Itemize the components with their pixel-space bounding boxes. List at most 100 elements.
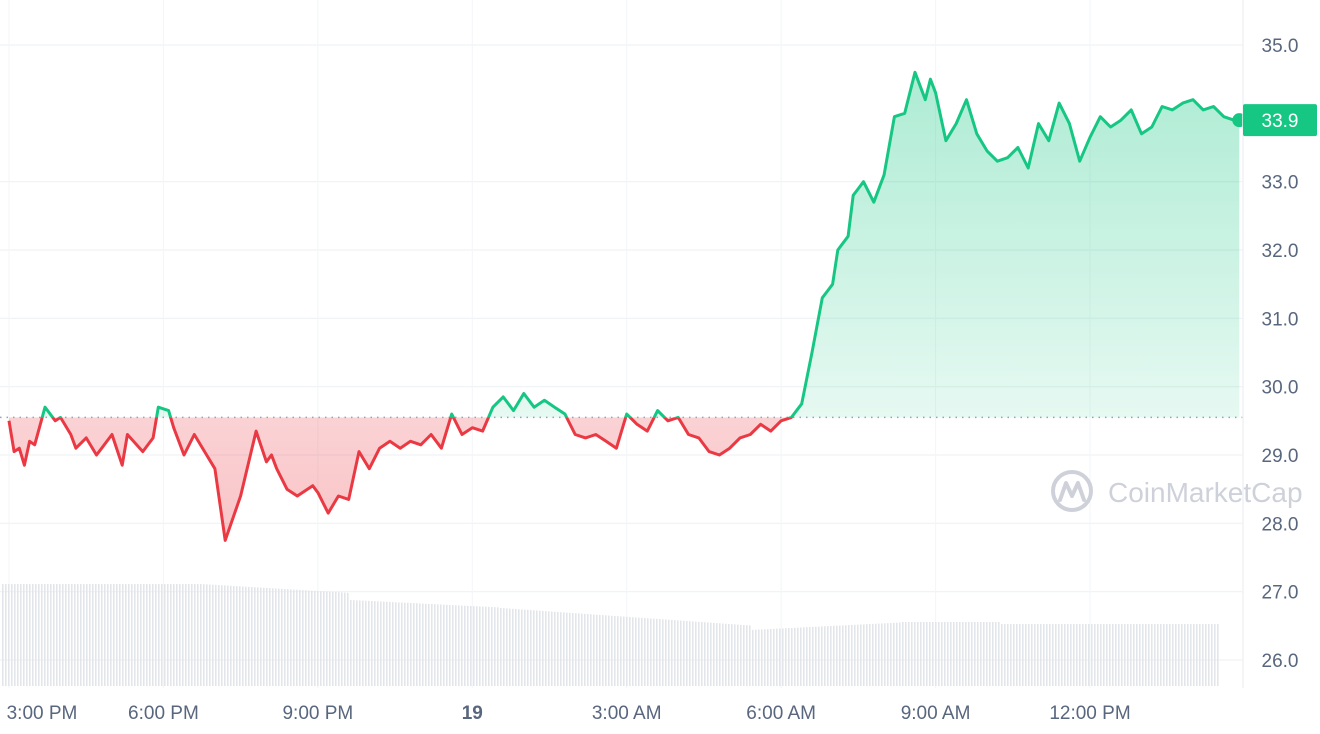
volume-bar xyxy=(1151,624,1153,686)
volume-bar xyxy=(191,584,193,686)
volume-bar xyxy=(590,614,592,686)
volume-bar xyxy=(149,584,151,686)
volume-bar xyxy=(1055,624,1057,686)
volume-bar xyxy=(1109,624,1111,686)
volume-bar xyxy=(971,622,973,686)
volume-bar xyxy=(1175,624,1177,686)
y-tick-label: 28.0 xyxy=(1262,514,1299,535)
volume-bar xyxy=(887,623,889,686)
volume-bar xyxy=(1187,624,1189,686)
volume-bar xyxy=(485,606,487,686)
volume-bar xyxy=(815,626,817,686)
volume-bar xyxy=(821,626,823,686)
volume-bar xyxy=(254,587,256,686)
volume-bar xyxy=(389,601,391,686)
volume-bar xyxy=(923,622,925,686)
volume-bar xyxy=(101,584,103,686)
volume-bar xyxy=(863,624,865,686)
volume-bar xyxy=(377,601,379,686)
volume-bar xyxy=(761,629,763,686)
volume-bar xyxy=(728,623,730,686)
volume-bar xyxy=(503,608,505,686)
volume-bar xyxy=(413,603,415,686)
volume-bar xyxy=(197,584,199,686)
volume-bar xyxy=(458,605,460,686)
volume-bar xyxy=(509,608,511,686)
volume-bar xyxy=(812,626,814,686)
volume-bar xyxy=(182,584,184,686)
volume-bar xyxy=(725,623,727,686)
volume-bar xyxy=(1133,624,1135,686)
volume-bar xyxy=(29,584,31,686)
volume-bar xyxy=(656,618,658,686)
volume-bar xyxy=(1097,624,1099,686)
volume-bar xyxy=(974,622,976,686)
x-tick-label: 12:00 PM xyxy=(1049,703,1130,724)
volume-bar xyxy=(860,624,862,686)
volume-bar xyxy=(890,623,892,686)
volume-bar xyxy=(539,610,541,686)
volume-bar xyxy=(479,606,481,686)
volume-bar xyxy=(278,588,280,686)
volume-bar xyxy=(452,605,454,686)
volume-bar xyxy=(1001,624,1003,686)
volume-bar xyxy=(1049,624,1051,686)
volume-bar xyxy=(53,584,55,686)
volume-bar xyxy=(140,584,142,686)
volume-bar xyxy=(167,584,169,686)
volume-bar xyxy=(920,622,922,686)
volume-bar xyxy=(1184,624,1186,686)
volume-bar xyxy=(59,584,61,686)
volume-bar xyxy=(884,623,886,686)
volume-bar xyxy=(365,600,367,686)
volume-bar xyxy=(1094,624,1096,686)
volume-bar xyxy=(608,615,610,686)
watermark: CoinMarketCap xyxy=(1051,470,1303,512)
volume-bar xyxy=(410,603,412,686)
volume-bar xyxy=(2,584,4,686)
volume-bar xyxy=(500,608,502,686)
volume-bar xyxy=(71,584,73,686)
volume-bar xyxy=(665,619,667,686)
volume-bar xyxy=(455,605,457,686)
volume-bar xyxy=(1034,624,1036,686)
watermark-text: CoinMarketCap xyxy=(1108,477,1303,508)
volume-bar xyxy=(1154,624,1156,686)
volume-bar xyxy=(401,602,403,686)
volume-bar xyxy=(44,584,46,686)
volume-bar xyxy=(407,602,409,686)
volume-bar xyxy=(467,605,469,686)
volume-bar xyxy=(1127,624,1129,686)
x-tick-label: 6:00 AM xyxy=(746,703,816,724)
volume-bar xyxy=(461,605,463,686)
volume-bar xyxy=(266,587,268,686)
volume-bar xyxy=(617,616,619,686)
volume-bar xyxy=(383,601,385,686)
volume-bar xyxy=(1031,624,1033,686)
volume-bar xyxy=(239,586,241,686)
volume-bar xyxy=(293,589,295,686)
volume-bar xyxy=(602,615,604,686)
volume-bar xyxy=(548,611,550,686)
volume-bar xyxy=(866,624,868,686)
volume-bar xyxy=(785,628,787,686)
volume-bar xyxy=(1112,624,1114,686)
volume-bar xyxy=(1052,624,1054,686)
volume-bar xyxy=(581,613,583,686)
volume-bar xyxy=(26,584,28,686)
volume-bar xyxy=(359,600,361,686)
volume-bar xyxy=(170,584,172,686)
volume-bar xyxy=(1211,624,1213,686)
volume-bar xyxy=(344,592,346,686)
y-tick-label: 32.0 xyxy=(1262,241,1299,262)
volume-bar xyxy=(1181,624,1183,686)
volume-bar xyxy=(146,584,148,686)
volume-bar xyxy=(1073,624,1075,686)
volume-bar xyxy=(872,623,874,686)
volume-bar xyxy=(944,622,946,686)
volume-bar xyxy=(698,621,700,686)
volume-bar xyxy=(1088,624,1090,686)
volume-bar xyxy=(449,604,451,686)
volume-bar xyxy=(23,584,25,686)
volume-bar xyxy=(968,622,970,686)
